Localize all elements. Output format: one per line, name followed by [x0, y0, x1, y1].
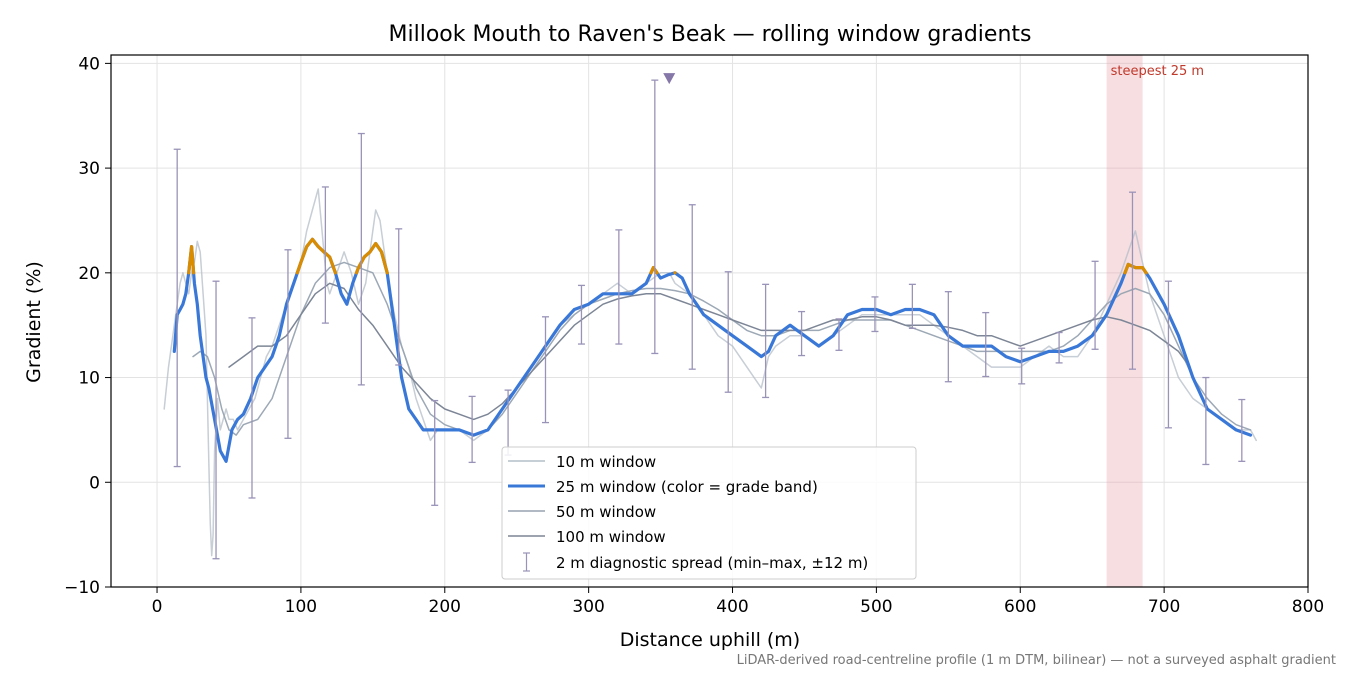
errorbar — [724, 271, 732, 393]
errorbar — [835, 318, 843, 351]
legend-label-50m: 50 m window — [556, 503, 656, 521]
highlight-label: steepest 25 m — [1111, 64, 1204, 79]
series-line-25m-steep-band — [295, 237, 337, 275]
errorbar — [688, 204, 696, 370]
series-line-25m-steep-band — [187, 245, 196, 275]
x-tick-label: 400 — [716, 597, 748, 617]
x-axis-label: Distance uphill (m) — [620, 629, 800, 651]
errorbar — [908, 283, 916, 329]
errorbar — [212, 280, 220, 560]
legend-swatch-errorbar — [523, 552, 530, 572]
x-tick-label: 200 — [429, 597, 461, 617]
errorbar — [577, 284, 585, 345]
errorbar — [871, 296, 879, 333]
errorbar — [321, 186, 329, 324]
errorbar — [798, 310, 806, 357]
x-tick-label: 800 — [1292, 597, 1324, 617]
errorbar — [762, 283, 770, 399]
footnote: LiDAR-derived road-centreline profile (1… — [737, 653, 1336, 668]
x-tick-label: 0 — [152, 597, 163, 617]
series-line-25m-steep-band — [649, 266, 659, 275]
errorbar — [1055, 331, 1063, 364]
errorbar — [982, 311, 990, 378]
x-tick-label: 700 — [1148, 597, 1180, 617]
errorbar — [468, 395, 476, 464]
errorbar — [1202, 376, 1210, 466]
plot-frame — [110, 54, 1309, 588]
errorbar — [1091, 260, 1099, 350]
errorbar — [1164, 280, 1172, 429]
errorbar — [173, 148, 181, 468]
legend: 10 m window 25 m window (color = grade b… — [501, 446, 917, 580]
y-tick-label: 40 — [78, 54, 100, 74]
y-tick-label: 30 — [78, 159, 100, 179]
errorbars — [173, 79, 1246, 560]
errorbar — [944, 291, 952, 383]
legend-box — [501, 446, 917, 580]
y-tick-label: 0 — [89, 473, 100, 493]
peak-marker-layer — [663, 73, 676, 85]
series-line-25m-steep-band — [354, 241, 389, 275]
legend-label-10m: 10 m window — [556, 453, 656, 471]
errorbar — [541, 316, 549, 424]
series-line-25m-steep-band — [1123, 262, 1148, 275]
legend-label-100m: 100 m window — [556, 528, 666, 546]
peak-marker — [663, 73, 676, 85]
chart-title: Millook Mouth to Raven's Beak — rolling … — [389, 22, 1032, 47]
errorbar — [431, 399, 439, 506]
errorbar — [357, 132, 365, 386]
y-tick-label: 20 — [78, 264, 100, 284]
x-tick-label: 600 — [1004, 597, 1036, 617]
x-tick-label: 500 — [860, 597, 892, 617]
errorbar — [284, 249, 292, 439]
y-tick-label: 10 — [78, 369, 100, 389]
series-line-50m — [192, 261, 1252, 436]
series-line-100m — [228, 282, 1191, 421]
errorbar — [651, 79, 659, 355]
errorbar — [395, 228, 403, 366]
legend-label-25m: 25 m window (color = grade band) — [556, 478, 818, 496]
x-tick-label: 100 — [285, 597, 317, 617]
errorbar — [248, 317, 256, 499]
y-tick-label: −10 — [64, 578, 100, 598]
x-tick-label: 300 — [572, 597, 604, 617]
legend-label-errorbar: 2 m diagnostic spread (min–max, ±12 m) — [556, 554, 868, 572]
errorbar — [615, 229, 623, 345]
errorbar — [1128, 191, 1136, 370]
errorbar — [1018, 347, 1026, 385]
axes: 0 100 200 300 400 500 600 700 800 −10 0 10 20 30 40 — [64, 54, 1324, 617]
y-axis-label: Gradient (%) — [23, 261, 45, 383]
errorbar — [1238, 398, 1246, 462]
